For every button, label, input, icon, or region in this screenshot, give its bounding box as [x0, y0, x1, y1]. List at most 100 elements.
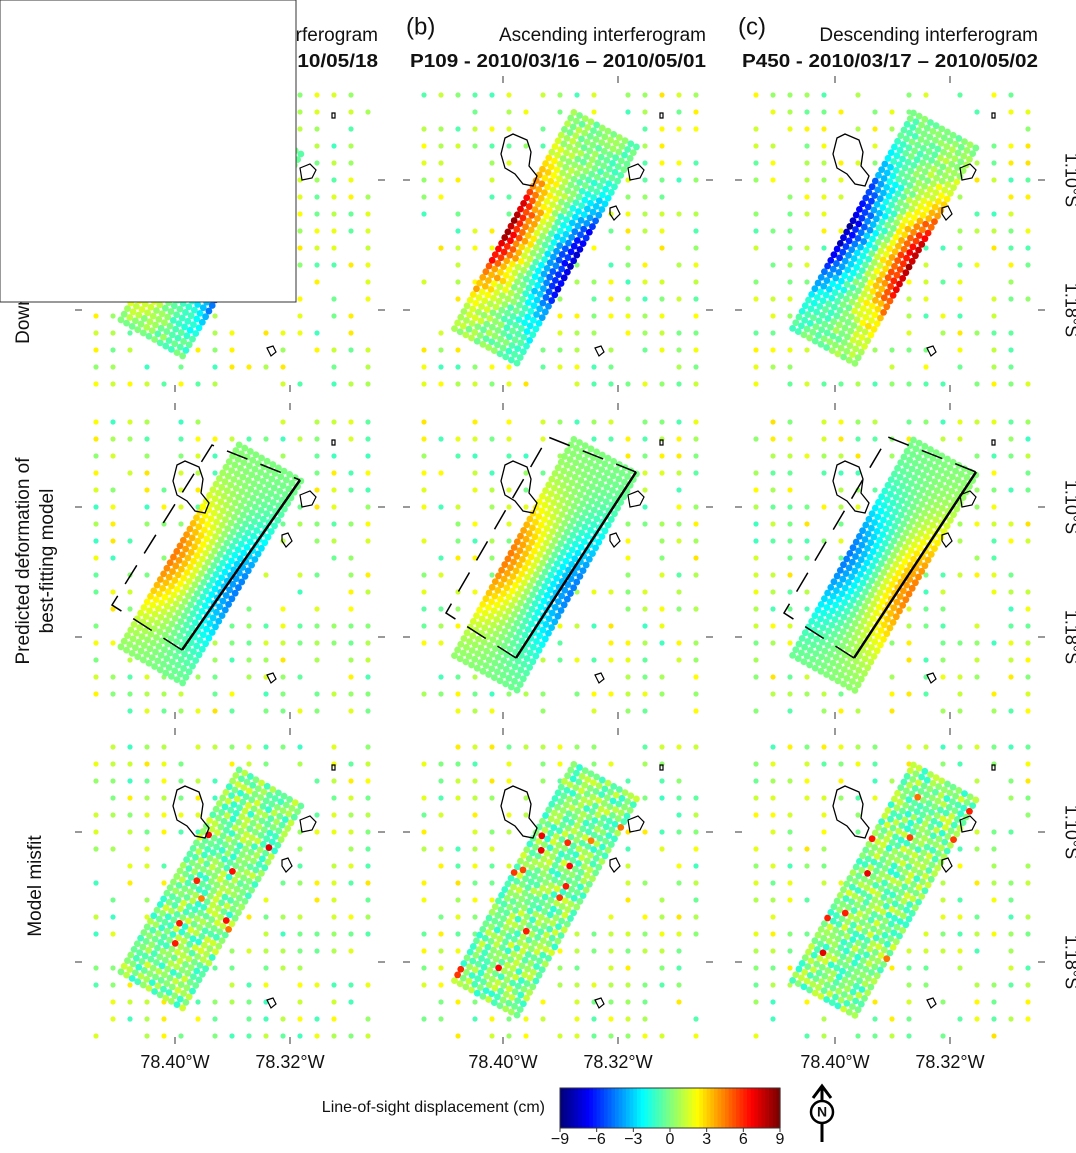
point: [331, 538, 336, 543]
point: [872, 347, 877, 352]
point: [455, 846, 460, 851]
point: [591, 279, 596, 284]
point: [280, 931, 285, 936]
point: [608, 381, 613, 386]
point: [642, 143, 647, 148]
point: [574, 364, 579, 369]
point: [348, 521, 353, 526]
point: [438, 470, 443, 475]
point: [365, 262, 370, 267]
point: [787, 640, 792, 645]
point: [489, 381, 494, 386]
point: [331, 948, 336, 953]
point: [659, 795, 664, 800]
point: [1008, 330, 1013, 335]
point: [574, 1016, 579, 1021]
point: [770, 92, 775, 97]
point: [770, 177, 775, 182]
point: [331, 143, 336, 148]
point: [314, 521, 319, 526]
point: [455, 880, 460, 885]
point: [455, 228, 460, 233]
point: [127, 982, 132, 987]
point: [591, 691, 596, 696]
point: [693, 296, 698, 301]
point: [421, 279, 426, 284]
point: [642, 419, 647, 424]
point: [229, 708, 234, 713]
point: [144, 708, 149, 713]
point: [693, 795, 698, 800]
point: [93, 965, 98, 970]
point: [923, 364, 928, 369]
point: [127, 863, 132, 868]
point: [821, 453, 826, 458]
point: [991, 92, 996, 97]
point: [195, 419, 200, 424]
point: [455, 296, 460, 301]
point: [472, 778, 477, 783]
point: [144, 778, 149, 783]
point: [591, 296, 596, 301]
point: [906, 419, 911, 424]
point: [455, 1033, 460, 1038]
point: [348, 126, 353, 131]
point: [331, 381, 336, 386]
point: [348, 931, 353, 936]
point: [821, 228, 826, 233]
point: [642, 330, 647, 335]
point: [161, 1033, 166, 1038]
point: [455, 245, 460, 250]
point: [472, 381, 477, 386]
point: [889, 691, 894, 696]
point: [557, 761, 562, 766]
point: [1025, 623, 1030, 628]
point: [472, 143, 477, 148]
point: [821, 470, 826, 475]
point: [940, 572, 945, 577]
point: [608, 691, 613, 696]
point: [263, 436, 268, 441]
point: [365, 109, 370, 114]
point: [161, 829, 166, 834]
point: [821, 194, 826, 199]
point: [93, 640, 98, 645]
point: [923, 419, 928, 424]
point: [297, 880, 302, 885]
point: [438, 999, 443, 1004]
point: [821, 708, 826, 713]
point: [574, 381, 579, 386]
point: [212, 778, 217, 783]
point: [348, 589, 353, 594]
point: [608, 640, 613, 645]
point: [314, 623, 319, 628]
point: [787, 381, 792, 386]
point: [693, 453, 698, 458]
point: [557, 623, 562, 628]
point: [906, 640, 911, 645]
north-arrow: N: [811, 1086, 833, 1142]
point: [659, 381, 664, 386]
point: [127, 436, 132, 441]
point: [821, 160, 826, 165]
point: [625, 521, 630, 526]
point: [161, 487, 166, 492]
point: [991, 691, 996, 696]
coastline: [501, 134, 537, 186]
point: [280, 1033, 285, 1038]
point: [974, 572, 979, 577]
point: [608, 914, 613, 919]
point: [93, 453, 98, 458]
point: [365, 846, 370, 851]
point: [838, 160, 843, 165]
point: [127, 589, 132, 594]
point: [625, 572, 630, 577]
point: [642, 589, 647, 594]
point: [178, 691, 183, 696]
point: [438, 640, 443, 645]
point: [821, 691, 826, 696]
point: [838, 538, 843, 543]
point: [93, 589, 98, 594]
point: [178, 812, 183, 817]
point: [676, 126, 681, 131]
